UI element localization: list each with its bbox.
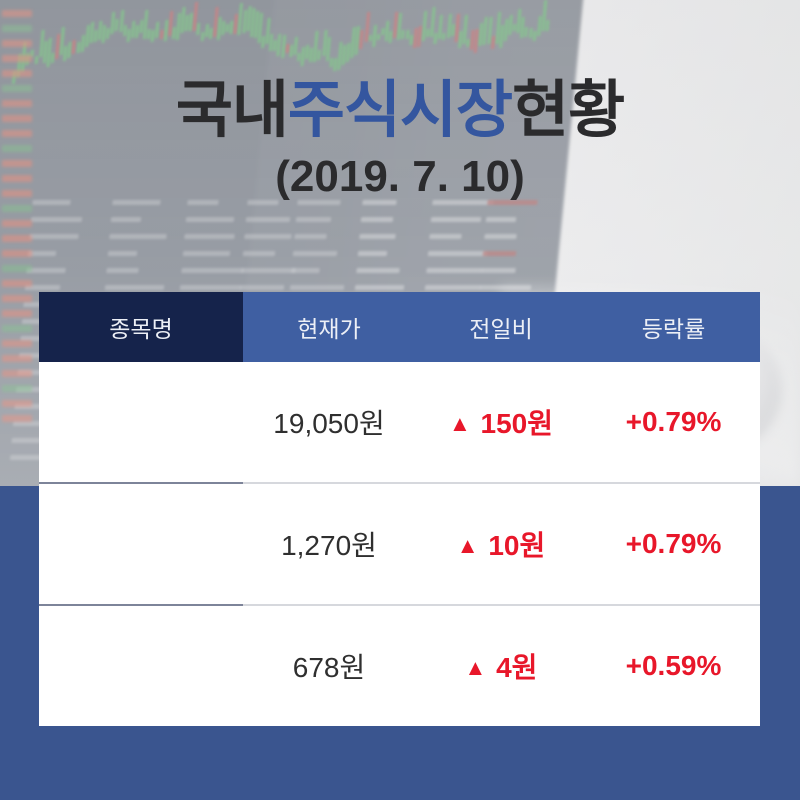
- up-triangle-icon: ▲: [448, 411, 471, 436]
- title-part-status: 현황: [512, 76, 625, 145]
- background-quote-strip: [0, 0, 36, 486]
- cell-change: ▲ 150원: [415, 362, 587, 483]
- cell-change-rate: +0.79%: [587, 482, 760, 605]
- cell-stock-name[interactable]: 대원전선: [39, 482, 243, 605]
- column-header-name: 종목명: [39, 292, 243, 362]
- change-amount: 10원: [480, 530, 546, 561]
- table-header: 종목명 현재가 전일비 등락률: [39, 292, 760, 362]
- cell-current-price: 19,050원: [243, 362, 415, 483]
- table-header-row: 종목명 현재가 전일비 등락률: [39, 292, 760, 362]
- table-row[interactable]: 가온전선 19,050원 ▲ 150원 +0.79%: [39, 362, 760, 483]
- change-amount: 150원: [472, 408, 554, 439]
- change-amount: 4원: [488, 652, 538, 683]
- cell-change-rate: +0.59%: [587, 604, 760, 726]
- cell-change-rate: +0.79%: [587, 362, 760, 483]
- table-row[interactable]: 대원전선 1,270원 ▲ 10원 +0.79%: [39, 482, 760, 605]
- cell-stock-name[interactable]: 대한전선: [39, 604, 243, 726]
- title-date: (2019. 7. 10): [275, 151, 525, 201]
- cell-change: ▲ 4원: [415, 604, 587, 726]
- column-header-change: 전일비: [415, 292, 587, 362]
- table-body: 가온전선 19,050원 ▲ 150원 +0.79% 대원전선 1,270원 ▲ 10원 +0…: [39, 362, 760, 726]
- cell-current-price: 678원: [243, 604, 415, 726]
- column-header-price: 현재가: [243, 292, 415, 362]
- cell-stock-name[interactable]: 가온전선: [39, 362, 243, 483]
- table-row[interactable]: 대한전선 678원 ▲ 4원 +0.59%: [39, 604, 760, 726]
- up-triangle-icon: ▲: [464, 655, 487, 680]
- title-line: 국내주식시장현황: [0, 78, 800, 144]
- title-part-stockmarket: 주식시장: [287, 76, 513, 145]
- cell-current-price: 1,270원: [243, 482, 415, 605]
- title-part-domestic: 국내: [175, 76, 289, 145]
- up-triangle-icon: ▲: [456, 533, 479, 558]
- column-header-rate: 등락률: [587, 292, 760, 362]
- page-title: 국내주식시장현황 (2019. 7. 10): [0, 78, 800, 202]
- stock-table: 종목명 현재가 전일비 등락률 가온전선 19,050원 ▲ 150원 +0.79% 대…: [39, 292, 760, 726]
- cell-change: ▲ 10원: [415, 482, 587, 605]
